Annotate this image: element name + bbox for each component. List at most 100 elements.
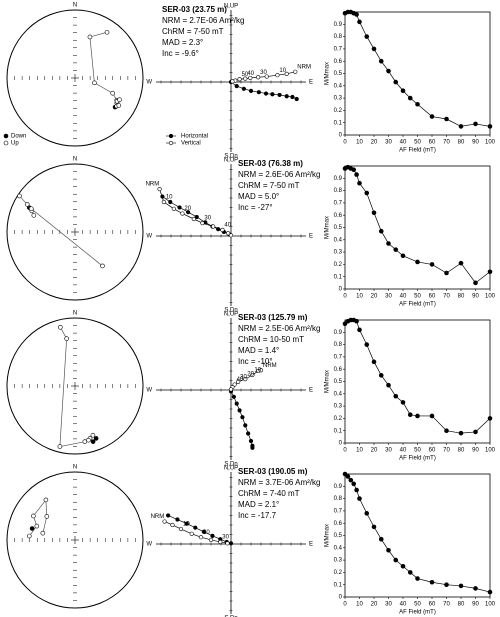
direction-point — [28, 206, 34, 212]
demag-point — [386, 241, 391, 246]
y-tick-label: 0.3 — [334, 250, 343, 256]
axis-label-bottom: S,Dn — [224, 154, 237, 160]
direction-point — [86, 437, 91, 443]
y-tick-label: 0.4 — [334, 83, 343, 89]
x-tick-label: 30 — [385, 602, 392, 608]
y-tick-label: 0.7 — [334, 354, 343, 360]
x-tick-label: 50 — [414, 448, 421, 454]
demag-point — [256, 90, 261, 95]
x-tick-label: 20 — [371, 602, 378, 608]
direction-point — [43, 497, 49, 503]
axis-label-top: N,UP — [224, 312, 238, 318]
demag-point — [168, 199, 173, 205]
demag-point — [393, 247, 399, 252]
x-axis-title: AF Field (mT) — [399, 610, 436, 616]
x-tick-label: 70 — [443, 448, 450, 454]
demag-point — [364, 342, 370, 347]
demag-curve — [344, 11, 491, 127]
direction-point — [116, 103, 122, 108]
demag-point — [210, 533, 215, 538]
demag-point — [243, 76, 248, 81]
demag-point — [234, 83, 239, 89]
step-label: 50 — [242, 72, 249, 78]
demag-point — [351, 481, 357, 487]
step-label: 20 — [184, 206, 191, 212]
x-tick-label: 60 — [429, 294, 436, 300]
demag-point — [458, 260, 464, 266]
stereonet-circle — [6, 163, 144, 301]
demag-point — [386, 547, 391, 553]
axis-label-right: E — [309, 80, 313, 86]
sample-annotation: Inc = -27° — [238, 203, 273, 212]
step-label: NRM — [297, 64, 311, 70]
direction-point — [117, 97, 122, 103]
legend-label: Vertical — [181, 141, 201, 147]
y-tick-label: 0.2 — [334, 416, 343, 422]
path-line — [89, 31, 120, 107]
direction-point — [90, 439, 96, 444]
x-tick-label: 100 — [485, 294, 496, 300]
demag-point — [351, 167, 357, 172]
y-tick-label: 0.1 — [334, 274, 343, 280]
y-tick-label: 0.3 — [334, 404, 343, 410]
demag-point — [415, 101, 420, 107]
demag-point — [473, 429, 478, 435]
demag-point — [290, 94, 295, 100]
y-tick-label: 0.7 — [334, 200, 343, 206]
y-tick-label: 0.8 — [334, 342, 343, 348]
x-tick-label: 20 — [371, 448, 378, 454]
sample-annotation: MAD = 5.0° — [238, 192, 279, 201]
demag-point — [458, 430, 464, 436]
demag-point — [166, 513, 171, 518]
demag-point — [357, 19, 362, 25]
demag-path — [230, 391, 253, 448]
direction-point — [92, 80, 97, 86]
demag-point — [354, 172, 359, 177]
direction-point — [44, 514, 50, 519]
y-tick-label: 0.7 — [334, 508, 343, 514]
x-tick-label: 80 — [458, 140, 465, 146]
direction-point — [87, 34, 93, 40]
demag-point — [473, 121, 478, 127]
y-tick-label: 0 — [339, 287, 343, 293]
axis-label-top: N,UP — [224, 158, 238, 164]
x-tick-label: 90 — [472, 140, 479, 146]
demag-point — [225, 541, 230, 546]
demag-point — [250, 372, 255, 378]
demag-point — [211, 224, 216, 229]
demag-curve — [344, 166, 491, 284]
sample-annotation: MAD = 1.4° — [238, 346, 279, 355]
sample-annotation: Inc = -10° — [238, 357, 273, 366]
y-tick-label: 0.9 — [334, 22, 343, 28]
demag-point — [256, 368, 261, 374]
demag-point — [284, 94, 289, 99]
x-tick-label: 30 — [385, 448, 392, 454]
y-tick-label: 0 — [339, 133, 343, 139]
demag-point — [354, 487, 359, 493]
sample-annotation: MAD = 2.3° — [162, 38, 203, 47]
x-axis-title: AF Field (mT) — [399, 148, 436, 154]
x-tick-label: 70 — [443, 140, 450, 146]
legend-marker — [3, 133, 9, 139]
y-axis-title: M/Mmax — [325, 216, 331, 239]
y-tick-label: 0.9 — [334, 176, 343, 182]
sample-annotation: NRM = 2.5E-06 Am²/kg — [238, 324, 320, 333]
demag-point — [184, 521, 189, 526]
demag-point — [170, 522, 175, 528]
sample-title: SER-03 (125.79 m) — [238, 313, 308, 322]
y-tick-label: 0 — [339, 441, 343, 447]
sample-annotation: MAD = 2.1° — [238, 500, 279, 509]
step-label: 10 — [166, 195, 173, 201]
x-tick-label: 90 — [472, 602, 479, 608]
y-axis-title: M/Mmax — [325, 370, 331, 393]
demag-point — [220, 227, 225, 232]
direction-point — [31, 513, 36, 519]
demag-point — [415, 576, 420, 581]
y-tick-label: 0.2 — [334, 262, 343, 268]
legend-marker — [168, 140, 174, 146]
direction-point — [29, 526, 35, 531]
y-tick-label: 0.4 — [334, 391, 343, 397]
demag-path — [159, 188, 232, 236]
stereonet-circle — [6, 9, 144, 147]
